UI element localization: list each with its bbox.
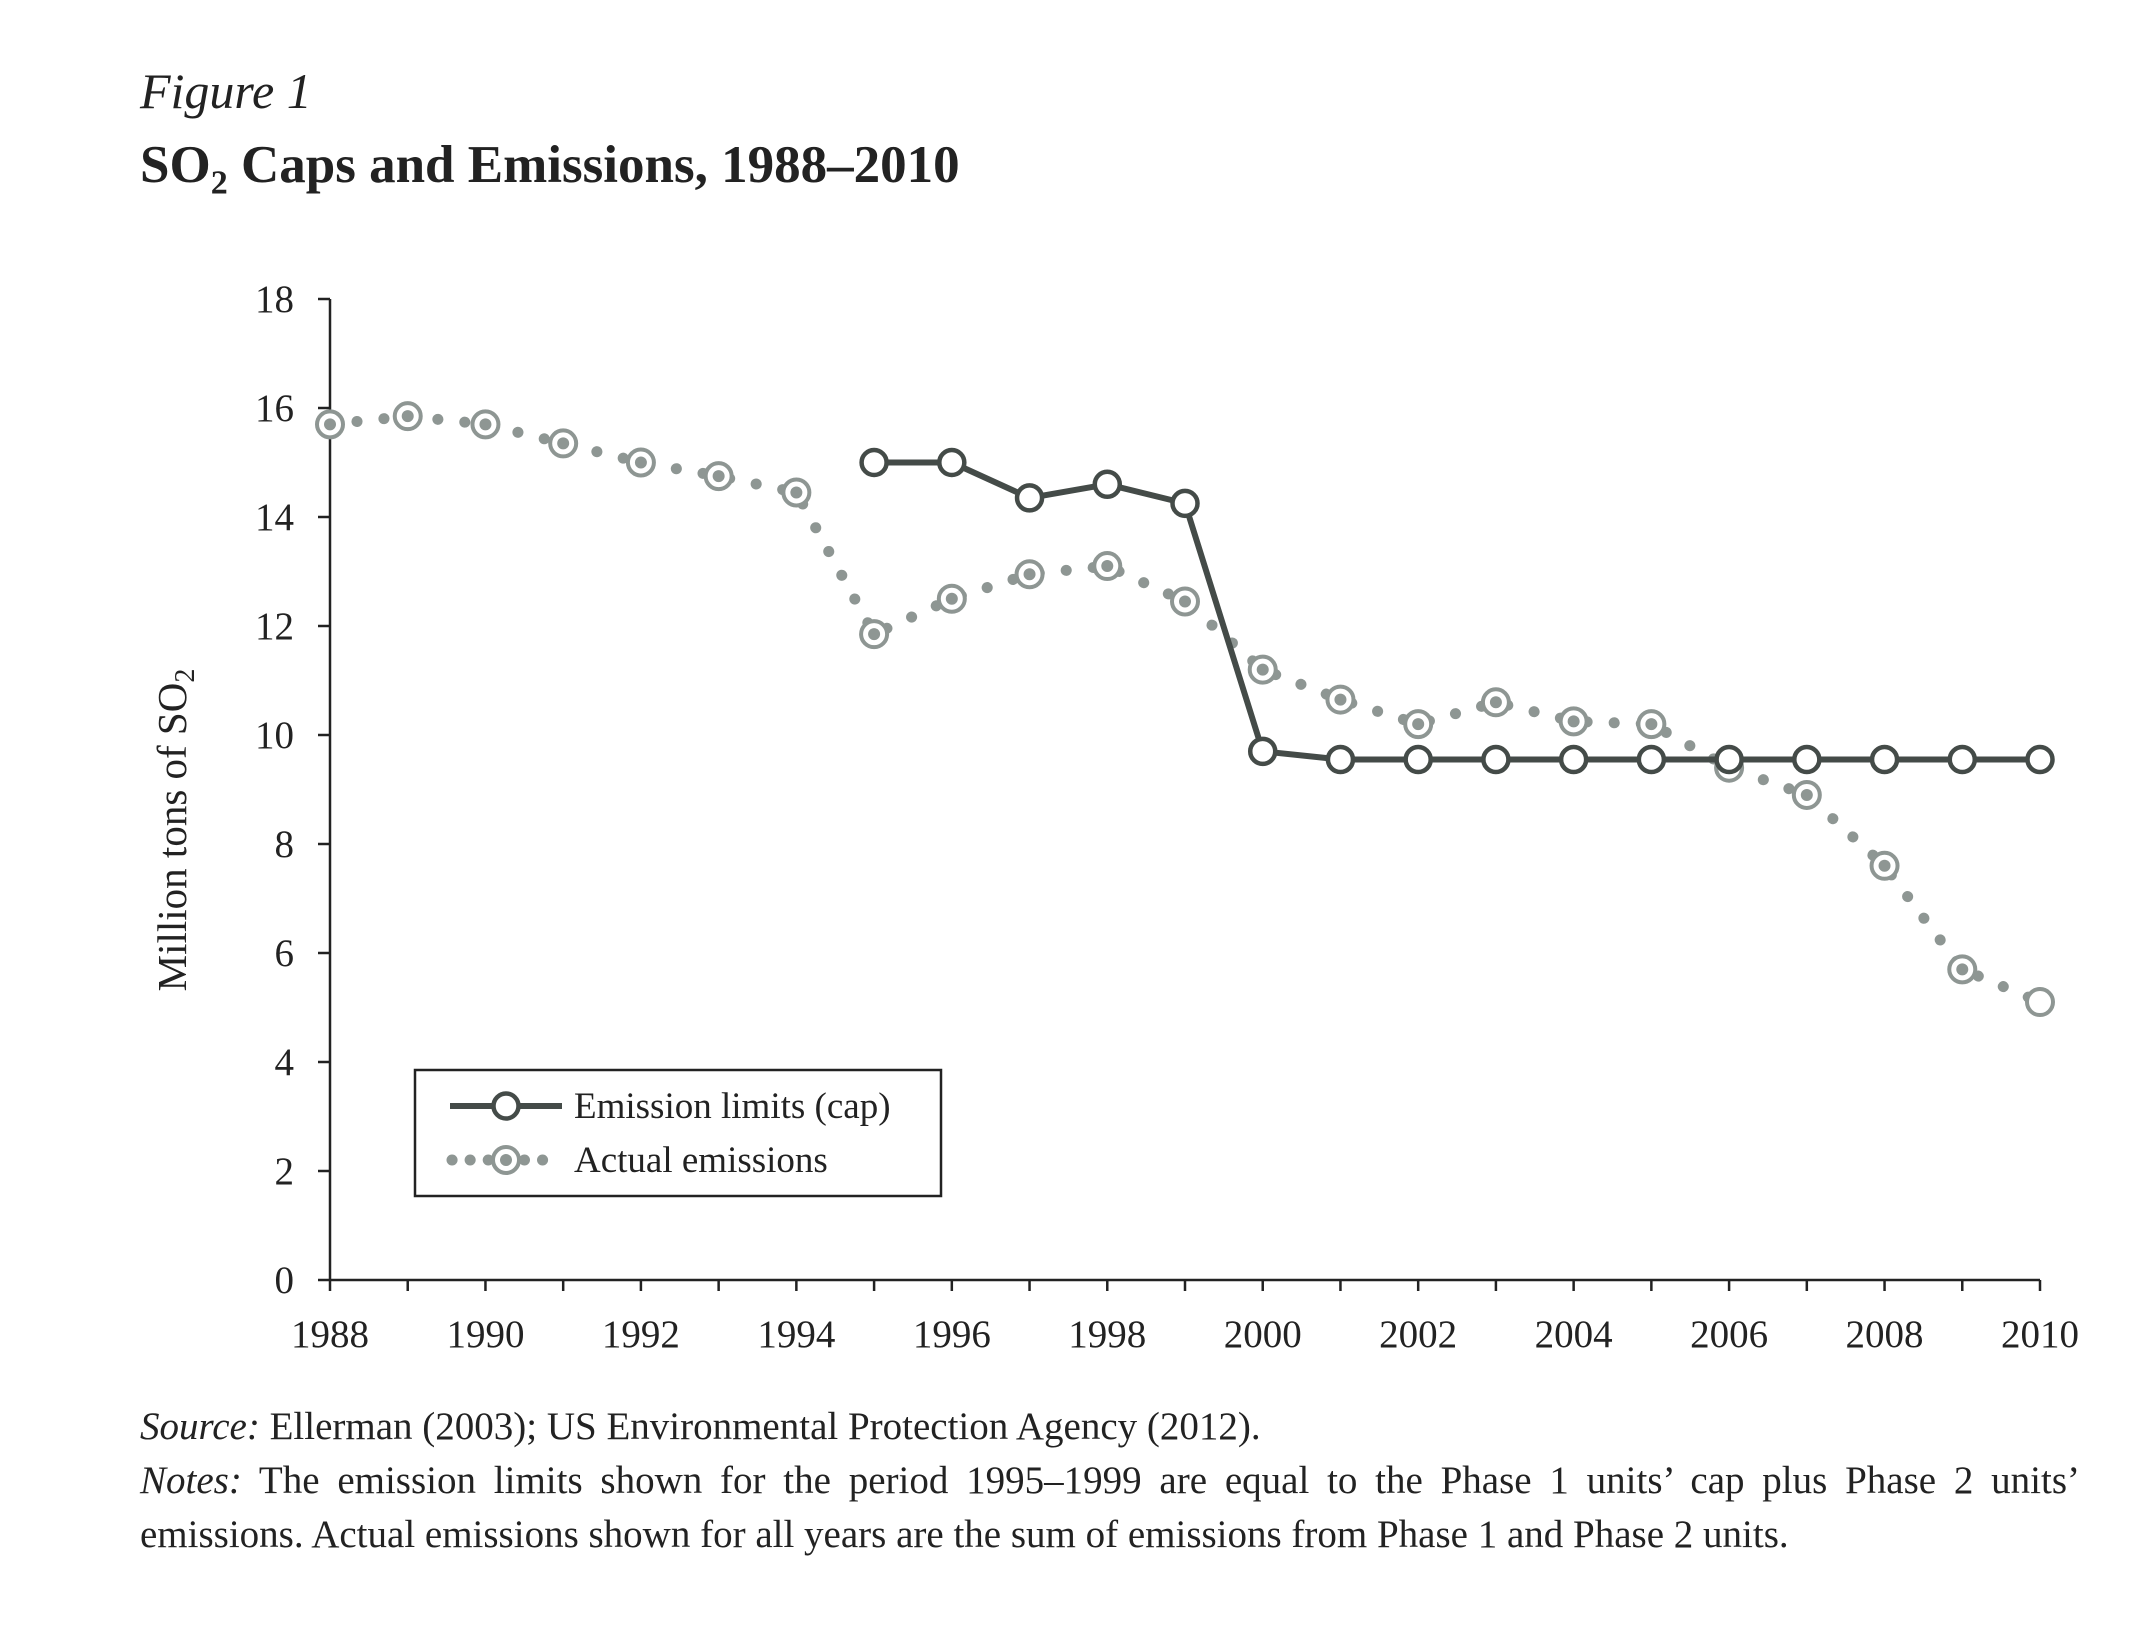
title-subscript: 2: [210, 164, 228, 202]
actual-emissions-marker-dot: [945, 592, 958, 605]
emission-limits-marker: [1947, 744, 1978, 775]
title-main: SO: [140, 136, 211, 194]
source-label: Source:: [140, 1405, 260, 1448]
emission-limits-marker: [1481, 744, 1511, 775]
actual-emissions-marker-dot: [1489, 696, 1502, 709]
actual-emissions-marker-dot: [634, 456, 647, 469]
actual-emissions-marker: [2025, 987, 2055, 1018]
legend-label-cap: Emission limits (cap): [574, 1086, 891, 1127]
actual-emissions-marker-dot: [868, 628, 881, 641]
x-tick-label: 1992: [602, 1313, 680, 1356]
emission-limits-marker: [2025, 744, 2055, 775]
y-tick-label: 14: [255, 496, 294, 539]
chart-series: [315, 401, 2055, 1018]
y-tick-label: 2: [275, 1150, 295, 1193]
actual-emissions-marker-dot: [1256, 663, 1269, 676]
legend-actual-marker-dot: [500, 1154, 512, 1166]
emission-limits-marker: [1247, 736, 1278, 767]
x-tick-label: 2008: [1846, 1313, 1924, 1356]
x-tick-label: 1998: [1068, 1313, 1146, 1356]
title-rest: Caps and Emissions, 1988–2010: [227, 136, 960, 194]
x-tick-label: 2002: [1379, 1313, 1457, 1356]
x-tick-label: 1988: [291, 1313, 369, 1356]
legend-label-actual: Actual emissions: [574, 1140, 828, 1181]
x-tick-label: 1994: [757, 1313, 835, 1356]
actual-emissions-marker-dot: [1023, 568, 1036, 581]
source-line: Source: Ellerman (2003); US Environmenta…: [140, 1400, 2080, 1454]
actual-emissions-marker-dot: [1101, 560, 1114, 573]
actual-emissions-marker-dot: [790, 486, 803, 499]
actual-emissions-marker-dot: [1412, 718, 1425, 731]
figure-notes: Source: Ellerman (2003); US Environmenta…: [140, 1400, 2080, 1562]
notes-paragraph: Notes: The emission limits shown for the…: [140, 1454, 2080, 1562]
actual-emissions-marker-dot: [1800, 788, 1813, 801]
y-tick-label: 10: [255, 714, 294, 757]
notes-label: Notes:: [140, 1459, 242, 1502]
y-tick-label: 6: [275, 932, 295, 975]
figure-label: Figure 1: [140, 63, 312, 119]
emission-limits-marker: [1092, 469, 1123, 500]
figure-title: SO2 Caps and Emissions, 1988–2010: [140, 135, 960, 203]
actual-emissions-marker-dot: [324, 418, 336, 431]
actual-emissions-marker-dot: [1567, 715, 1580, 728]
y-axis-title-sub: 2: [170, 669, 201, 683]
y-tick-label: 0: [275, 1259, 295, 1302]
y-tick-label: 16: [255, 387, 294, 430]
emission-limits-marker: [1558, 744, 1589, 775]
emission-limits-marker: [1792, 744, 1822, 775]
legend-cap-marker: [491, 1091, 521, 1121]
y-tick-label: 18: [255, 278, 294, 321]
emission-limits-marker: [1325, 744, 1356, 775]
y-tick-label: 8: [275, 823, 295, 866]
emission-limits-marker: [1714, 744, 1744, 775]
x-tick-label: 1990: [446, 1313, 524, 1356]
source-text: Ellerman (2003); US Environmental Protec…: [259, 1405, 1261, 1448]
actual-emissions-marker-dot: [1878, 859, 1891, 872]
x-tick-label: 2004: [1535, 1313, 1613, 1356]
emission-limits-marker: [937, 447, 967, 478]
emission-limits-marker: [1014, 483, 1045, 513]
actual-emissions-marker-dot: [401, 410, 414, 423]
x-tick-label: 1996: [913, 1313, 991, 1356]
emission-limits-marker: [1170, 488, 1200, 519]
actual-emissions-marker-dot: [1179, 595, 1191, 608]
y-tick-label: 12: [255, 605, 294, 648]
actual-emissions-marker-dot: [712, 470, 725, 483]
notes-text: The emission limits shown for the period…: [140, 1459, 2080, 1556]
x-tick-label: 2006: [1690, 1313, 1768, 1356]
legend-sample-actual: [446, 1145, 566, 1175]
y-tick-label: 4: [275, 1041, 295, 1084]
legend-sample-cap: [450, 1091, 562, 1121]
actual-emissions-marker-dot: [1645, 718, 1658, 731]
emission-limits-marker: [859, 447, 889, 478]
actual-emissions-marker-dot: [479, 418, 492, 431]
chart-axes: 0 2 4 6 8 10 12 14 16 18 1988 1990 1992 1994 1996 1998 2…: [255, 278, 2079, 1356]
actual-emissions-marker-dot: [557, 437, 570, 450]
emission-limits-marker: [1869, 744, 1900, 775]
emission-limits-marker: [1636, 744, 1667, 775]
actual-emissions-marker-dot: [1956, 963, 1969, 976]
legend: Emission limits (cap) Actual emissions: [413, 1068, 943, 1198]
x-tick-label: 2000: [1224, 1313, 1302, 1356]
y-axis-title: Million tons of SO2: [149, 669, 201, 992]
emission-limits-line: [874, 459, 2040, 763]
y-axis-title-main: Million tons of SO: [149, 683, 195, 992]
legend-frame: [413, 1068, 943, 1198]
x-tick-label: 2010: [2001, 1313, 2079, 1356]
emission-limits-marker: [1403, 744, 1433, 775]
actual-emissions-marker-dot: [1334, 693, 1347, 706]
